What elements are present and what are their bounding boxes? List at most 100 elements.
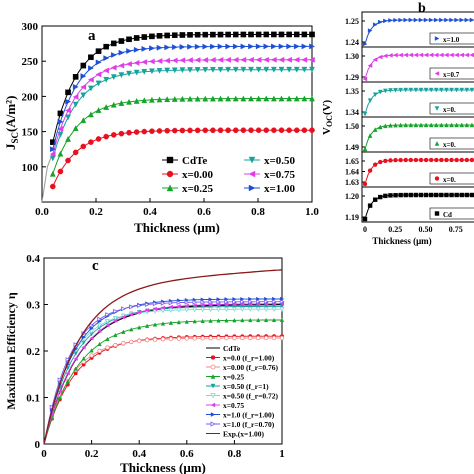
data-point [65, 135, 71, 142]
data-point [126, 70, 132, 77]
legend-label: x=0. [443, 176, 456, 184]
data-point [408, 87, 414, 93]
data-point [309, 66, 315, 73]
data-point [232, 299, 238, 305]
data-point [423, 122, 429, 128]
data-point [393, 122, 398, 128]
data-point [240, 31, 247, 38]
legend-marker [210, 402, 216, 408]
data-point [97, 328, 102, 334]
data-point [216, 299, 222, 305]
data-point [393, 157, 398, 163]
data-point [133, 35, 140, 41]
legend-label: Cd [443, 211, 452, 219]
data-point [428, 52, 434, 58]
data-point [88, 65, 94, 72]
data-point [176, 307, 182, 313]
data-point [50, 139, 56, 145]
data-point [202, 43, 209, 50]
data-point [126, 36, 132, 43]
data-point [418, 192, 424, 198]
series-x=0.75 [43, 301, 284, 445]
data-point [388, 158, 393, 163]
data-point [208, 302, 213, 307]
data-point [88, 54, 94, 61]
data-point [184, 299, 190, 305]
legend-marker [210, 364, 216, 370]
data-point [469, 157, 474, 163]
data-point [240, 56, 247, 63]
data-point [413, 52, 419, 58]
data-point [64, 107, 71, 114]
data-point [57, 126, 64, 132]
data-point [403, 87, 409, 93]
data-point [232, 335, 237, 341]
legend-label: x=0.75 [264, 169, 296, 181]
data-point [152, 322, 158, 327]
legend-marker [434, 141, 440, 146]
data-point [449, 122, 454, 128]
data-point [278, 95, 285, 102]
data-point [184, 303, 189, 308]
data-point [362, 41, 368, 47]
data-point [141, 128, 148, 135]
data-point [80, 92, 87, 99]
legend-label: x=0.0 (f_r=1.00) [223, 354, 275, 363]
data-point [113, 318, 118, 323]
data-point [176, 304, 181, 309]
data-point [301, 43, 308, 50]
data-point [141, 68, 148, 75]
data-point [240, 95, 247, 102]
y-tick-label: 1.30 [345, 52, 359, 61]
data-point [372, 197, 378, 202]
data-point [286, 56, 292, 63]
data-point [57, 389, 62, 394]
data-point [103, 55, 110, 62]
data-point [200, 307, 206, 313]
y-tick-label: 0.4 [26, 253, 40, 265]
data-point [459, 157, 464, 163]
data-point [433, 87, 439, 93]
data-point [464, 17, 470, 23]
data-point [309, 31, 315, 38]
data-point [121, 329, 126, 334]
x-tick-label: 0.75 [449, 225, 463, 234]
data-point [176, 336, 182, 341]
data-point [184, 307, 190, 313]
data-point [57, 168, 64, 175]
data-point [118, 130, 125, 137]
data-point [216, 335, 221, 341]
data-point [49, 170, 56, 177]
data-point [232, 66, 239, 73]
data-point [362, 216, 368, 222]
data-point [209, 95, 216, 102]
data-point [444, 122, 449, 128]
data-point [97, 323, 102, 329]
data-point [105, 323, 110, 328]
data-point [225, 56, 231, 63]
data-point [256, 296, 261, 302]
data-point [454, 52, 459, 58]
data-point [194, 57, 201, 63]
data-point [171, 95, 178, 102]
series-Exp.(x=1.00) [43, 269, 283, 445]
data-point [95, 59, 102, 66]
legend-label: x=0. [443, 106, 456, 114]
data-point [271, 306, 277, 312]
data-point [444, 192, 449, 198]
data-point [224, 302, 229, 307]
data-point [164, 67, 171, 74]
data-point [232, 56, 239, 63]
data-point [72, 94, 79, 100]
data-point [362, 76, 368, 82]
data-point [301, 31, 308, 38]
data-point [110, 74, 117, 81]
data-point [433, 122, 439, 128]
x-axis-label: Thickness (μm) [134, 220, 220, 235]
data-point [103, 43, 109, 50]
data-point [454, 157, 459, 163]
data-point [171, 32, 178, 38]
data-point [454, 87, 459, 93]
data-point [65, 379, 70, 384]
data-point [216, 302, 221, 307]
